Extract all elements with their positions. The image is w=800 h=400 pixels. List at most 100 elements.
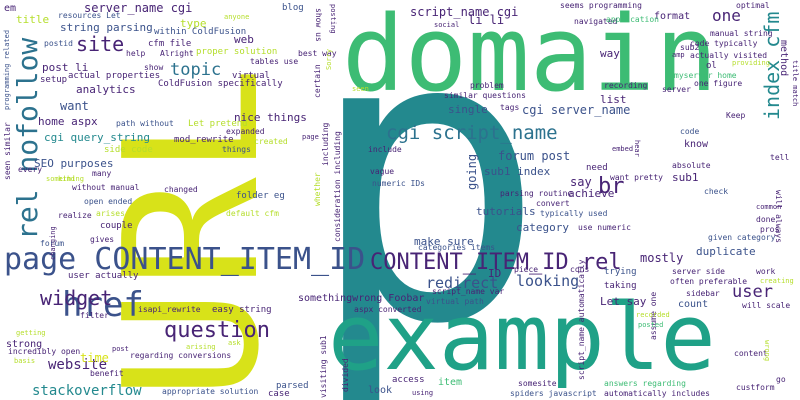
word-gives: gives [90, 235, 115, 244]
word-need: need [586, 163, 608, 173]
word-setup: setup [40, 75, 68, 85]
word-topic: topic [170, 60, 222, 80]
word-tell: tell [770, 153, 790, 162]
word-p-teal: p [306, 0, 547, 400]
word-numeric-ids: numeric IDs [372, 179, 425, 188]
word-seo-purposes: SEO purposes [34, 157, 114, 170]
word-home-aspx: home aspx [38, 115, 98, 128]
word-ask: ask [228, 339, 241, 347]
word-want-pretty: want pretty [610, 173, 663, 182]
word-optimal: optimal [736, 1, 770, 10]
word-user: user [732, 282, 773, 302]
word-without-manual: without manual [72, 183, 140, 192]
word-cgi-query-string: cgi query_string [44, 131, 150, 144]
word-know: know [684, 139, 709, 150]
word-page: page [302, 133, 319, 141]
word-web: web [234, 33, 254, 46]
word-coldfusion-specifically: ColdFusion specifically [158, 79, 283, 89]
word-using: using [412, 389, 434, 397]
word-changed: changed [164, 185, 198, 194]
word-aspx-converted: aspx converted [354, 305, 422, 314]
word-side-code: side code [104, 145, 153, 155]
word-help: help [126, 49, 146, 58]
word-string-parsing: string parsing [60, 21, 153, 34]
word-going: going [465, 153, 479, 190]
word-nice-things: nice things [234, 111, 307, 124]
word-categories-items: categories items [418, 243, 496, 252]
word-isapi-rewrite: isapi_rewrite [138, 305, 201, 314]
word-seen-similar: seen similar [3, 122, 12, 180]
word-somethingwrong-foobar: somethingwrong Foobar [298, 293, 425, 304]
word-hear: hear [633, 140, 641, 157]
word-common: common [756, 203, 782, 211]
word-website: website [48, 357, 108, 373]
word-title-match: title match [791, 60, 799, 107]
word-often-preferable: often preferable [670, 277, 748, 286]
word-myserver-home: myserver home [674, 71, 737, 80]
word-recorded: recorded [636, 311, 670, 319]
word-work: work [756, 267, 776, 276]
word-script-name-automatically: script_name automatically [577, 259, 586, 380]
word-trying: trying [604, 267, 637, 277]
word-expanded: expanded [226, 127, 265, 136]
word-id: ID [488, 267, 502, 280]
word-custform: custform [736, 383, 775, 392]
word-keep: Keep [726, 111, 746, 120]
word-one-figure: one figure [694, 79, 743, 88]
word-let-say: Let say [600, 295, 647, 308]
word-script-name-cgi: script_name cgi [410, 5, 519, 19]
word-programming-related: programming related [3, 29, 11, 110]
word-format: format [654, 11, 691, 22]
word-virtual: virtual [232, 71, 270, 81]
word-embed: embed [612, 145, 634, 153]
word-cons: cons [570, 265, 590, 274]
word-post: post [112, 345, 129, 353]
word-stackoverflow: stackoverflow [32, 383, 142, 399]
word-case: case [268, 389, 290, 399]
word-something: something [46, 175, 84, 183]
word-achieve: achieve [568, 187, 615, 200]
word-wrong: wrong [763, 340, 771, 362]
word-tables-use: tables use [250, 57, 299, 66]
word-tutorials: tutorials [476, 205, 536, 218]
word-piece: piece [514, 265, 539, 274]
word-things: things [222, 145, 251, 154]
word-server-name-cgi: server_name cgi [84, 1, 193, 15]
word-mod-rewrite: mod_rewrite [174, 135, 234, 145]
word-access: access [392, 375, 425, 385]
word-postid: postid [44, 39, 73, 48]
word-done: done [756, 215, 776, 224]
word-default-cfm: default cfm [226, 209, 279, 218]
word-kind: kind [58, 175, 75, 183]
word-certain: certain [313, 64, 322, 98]
word-convert: convert [536, 199, 570, 208]
word-creating: creating [760, 277, 794, 285]
word-alright: Alright [160, 49, 194, 58]
word-couple: couple [100, 221, 133, 231]
word-time: time [80, 351, 109, 365]
word-use-numeric: use numeric [578, 223, 631, 232]
word-will-scale: will scale [742, 301, 791, 310]
word-parsing-routine: parsing routine [500, 189, 573, 198]
word-arising: arising [186, 343, 216, 351]
word-getting: getting [16, 329, 46, 337]
word-folder-eg: folder eg [236, 191, 285, 201]
word-anyone: anyone [224, 13, 250, 21]
word-domain: domain [342, 0, 718, 115]
word-let-pretend: Let pretend [188, 119, 248, 129]
word-providing: providing [732, 59, 770, 67]
word-sub2: sub2 [680, 43, 700, 52]
word-check: check [704, 187, 729, 196]
word-navigated: navigated [574, 17, 618, 26]
word-list: list [600, 93, 627, 106]
word-forum: forum [40, 239, 65, 248]
word-br: br [598, 174, 625, 199]
word-seems-programming: seems programming [560, 1, 642, 10]
word-filter: filter [80, 311, 109, 320]
word-seen: seen [352, 85, 369, 93]
word-cgi-script-name: cgi script_name [386, 122, 558, 144]
word-em: em [4, 3, 17, 14]
word-best-way: best way [298, 49, 337, 58]
word-manual-string: manual string [710, 29, 773, 38]
